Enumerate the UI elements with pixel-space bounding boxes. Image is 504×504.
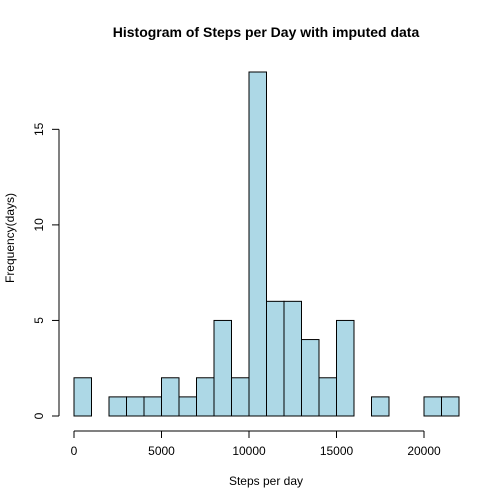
histogram-bar-9: [231, 377, 250, 417]
histogram-bar-20: [423, 396, 442, 417]
y-tick-label-10: 10: [32, 218, 46, 232]
x-tick-label-20000: 20000: [407, 444, 441, 458]
x-axis-label: Steps per day: [229, 474, 303, 488]
x-tick-label-10000: 10000: [232, 444, 266, 458]
x-tick-label-5000: 5000: [148, 444, 175, 458]
x-axis: 0 5000 10000 15000 20000: [71, 430, 441, 458]
histogram-bar-17: [371, 396, 390, 417]
histogram-bar-10: [248, 71, 267, 417]
histogram-bar-0: [73, 377, 92, 417]
histogram-bar-8: [213, 319, 232, 417]
histogram-bar-12: [283, 300, 302, 417]
y-axis: 0 5 10 15: [32, 122, 60, 419]
histogram-bar-13: [301, 339, 320, 417]
y-tick-label-5: 5: [32, 317, 46, 324]
histogram-bar-21: [441, 396, 460, 417]
y-tick-label-0: 0: [32, 412, 46, 419]
y-tick-label-15: 15: [32, 122, 46, 136]
histogram-bar-7: [196, 377, 215, 417]
y-axis-label: Frequency(days): [3, 193, 17, 283]
histogram-bar-6: [178, 396, 197, 417]
histogram-bar-5: [161, 377, 180, 417]
bars-group: [73, 71, 460, 417]
histogram-bar-15: [336, 319, 355, 417]
x-tick-label-0: 0: [71, 444, 78, 458]
histogram-bar-3: [126, 396, 145, 417]
histogram-bar-4: [143, 396, 162, 417]
histogram-bar-14: [318, 377, 337, 417]
x-tick-label-15000: 15000: [320, 444, 354, 458]
histogram-bar-11: [266, 300, 285, 417]
chart-title: Histogram of Steps per Day with imputed …: [113, 24, 420, 40]
histogram-bar-2: [108, 396, 127, 417]
